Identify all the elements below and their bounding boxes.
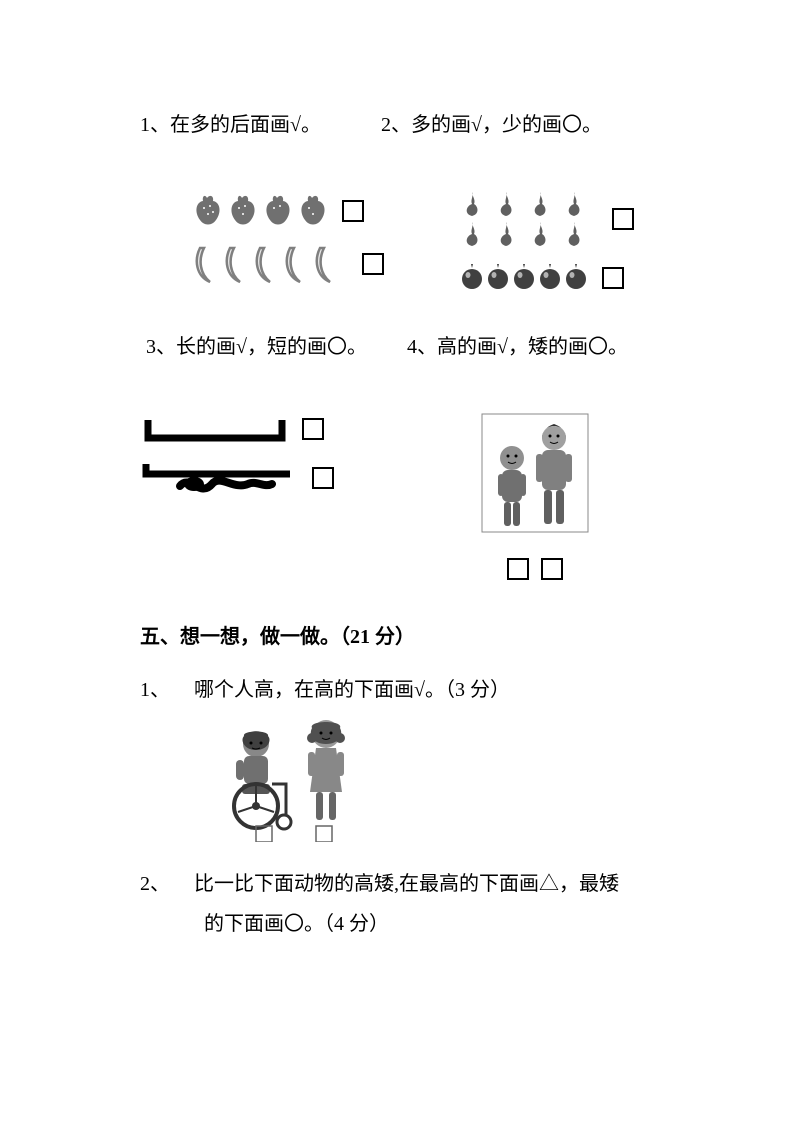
kids-height-icon xyxy=(480,412,590,542)
question-row-1-2: 1、在多的后面画√。 2、多的画√，少的画〇。 xyxy=(140,110,670,140)
q1-row-bananas xyxy=(190,242,410,286)
q3-row-1 xyxy=(140,412,360,446)
q1-checkbox-1[interactable] xyxy=(342,200,364,222)
q4-checkbox-2[interactable] xyxy=(541,558,563,580)
q2-checkbox-2[interactable] xyxy=(602,267,624,289)
long-line-icon xyxy=(140,412,290,446)
q2-row-apples xyxy=(460,264,670,292)
pear-icons xyxy=(460,190,600,248)
section5-title: 五、想一想，做一做。（21 分） xyxy=(140,620,670,649)
q4-checkbox-1[interactable] xyxy=(507,558,529,580)
q2-text: 2、多的画√，少的画〇。 xyxy=(381,110,602,140)
q2-row-pears xyxy=(460,190,670,248)
q1-row-strawberries xyxy=(190,190,410,232)
q3-text: 3、长的画√，短的画〇。 xyxy=(146,332,367,362)
section5-q1-text: 哪个人高，在高的下面画√。（3 分） xyxy=(194,673,510,702)
q3-image-block xyxy=(140,412,360,580)
q3-checkbox-1[interactable] xyxy=(302,418,324,440)
image-grid-3-4 xyxy=(140,412,670,580)
image-grid-1-2 xyxy=(190,190,670,292)
q1-text: 1、在多的后面画√。 xyxy=(140,110,321,140)
q3-row-2 xyxy=(140,460,360,496)
q4-text: 4、高的画√，矮的画〇。 xyxy=(407,332,628,362)
q4-checkbox-row xyxy=(480,558,590,580)
q1-checkbox-2[interactable] xyxy=(362,253,384,275)
section5-q2: 2、 比一比下面动物的高矮,在最高的下面画△，最矮 xyxy=(140,867,670,896)
banana-icons xyxy=(190,242,350,286)
question-row-3-4: 3、长的画√，短的画〇。 4、高的画√，矮的画〇。 xyxy=(140,332,670,362)
section5-q2-text: 比一比下面动物的高矮,在最高的下面画△，最矮 xyxy=(194,867,619,896)
strawberry-icons xyxy=(190,190,330,232)
q4-image-block xyxy=(480,412,590,580)
section5-q1-num: 1、 xyxy=(140,673,170,702)
apple-icons xyxy=(460,264,590,292)
short-line-icon xyxy=(140,460,300,496)
q2-checkbox-1[interactable] xyxy=(612,208,634,230)
q1-image-block xyxy=(190,190,410,292)
section5-q2-line2: 的下面画〇。（4 分） xyxy=(204,906,670,942)
section5-q1: 1、 哪个人高，在高的下面画√。（3 分） xyxy=(140,673,670,702)
section5-q2-num: 2、 xyxy=(140,867,170,896)
q2-image-block xyxy=(460,190,670,292)
q3-checkbox-2[interactable] xyxy=(312,467,334,489)
section5-q1-image xyxy=(220,712,670,847)
